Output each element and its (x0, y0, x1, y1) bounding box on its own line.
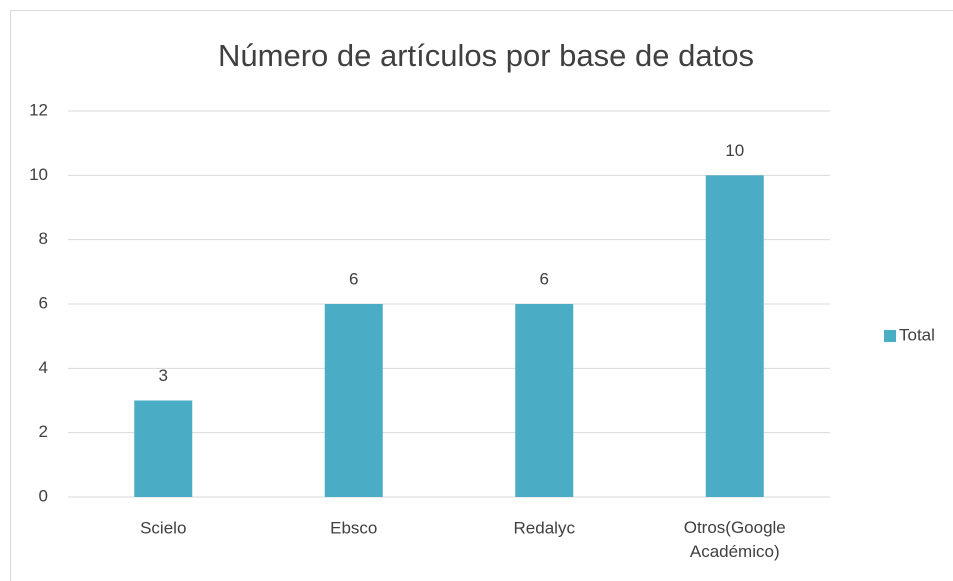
y-tick-label: 6 (39, 293, 48, 312)
y-tick-label: 10 (29, 165, 48, 184)
x-tick-label: Scielo (140, 518, 186, 537)
data-label: 6 (349, 269, 358, 288)
x-tick-label: Otros(Google Académico) (684, 518, 786, 561)
data-label: 3 (159, 366, 168, 385)
y-tick-label: 12 (29, 100, 48, 119)
bar (705, 175, 764, 498)
bar (134, 400, 193, 497)
x-tick-label: Ebsco (330, 518, 377, 537)
x-tick-label: Redalyc (514, 518, 576, 537)
legend-label: Total (899, 325, 935, 344)
y-tick-label: 8 (39, 229, 48, 248)
chart-title: Número de artículos por base de datos (218, 38, 754, 73)
legend-swatch (884, 330, 896, 342)
y-tick-label: 2 (39, 422, 48, 441)
bar (324, 304, 383, 497)
bar (515, 304, 574, 497)
y-tick-label: 4 (39, 358, 48, 377)
data-label: 6 (540, 269, 549, 288)
data-label: 10 (725, 141, 744, 160)
y-tick-label: 0 (39, 486, 48, 505)
